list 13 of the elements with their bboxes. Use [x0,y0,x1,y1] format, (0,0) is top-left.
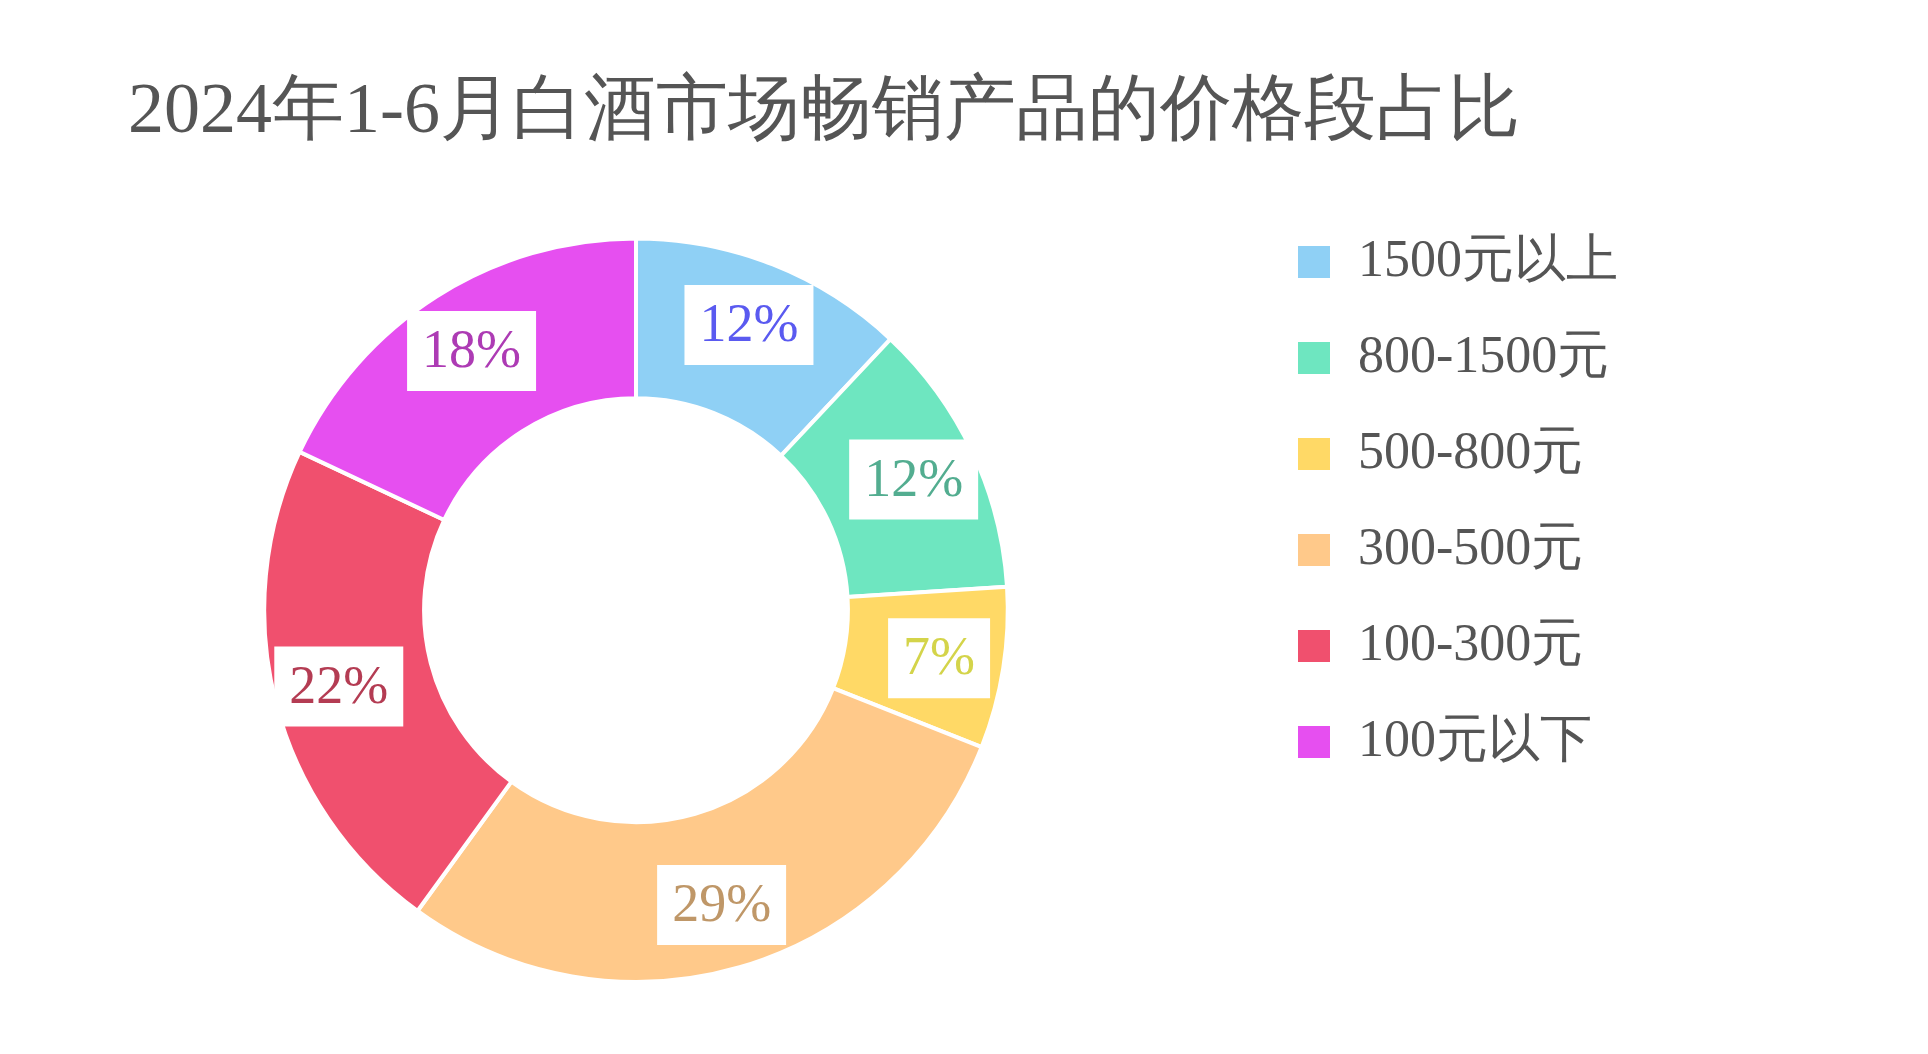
chart-title: 2024年1-6月白酒市场畅销产品的价格段占比 [128,68,1520,149]
data-label: 18% [422,319,522,380]
legend-label: 1500元以上 [1358,229,1618,287]
data-label: 22% [289,654,389,715]
legend-label: 100-300元 [1358,613,1584,671]
data-label: 12% [699,293,799,354]
legend-label: 300-500元 [1358,517,1584,575]
data-label: 29% [672,873,772,934]
legend-label: 800-1500元 [1358,325,1610,383]
legend-label: 500-800元 [1358,421,1584,479]
data-label: 12% [864,447,964,508]
data-label: 7% [903,626,976,687]
legend-label: 100元以下 [1358,709,1592,767]
